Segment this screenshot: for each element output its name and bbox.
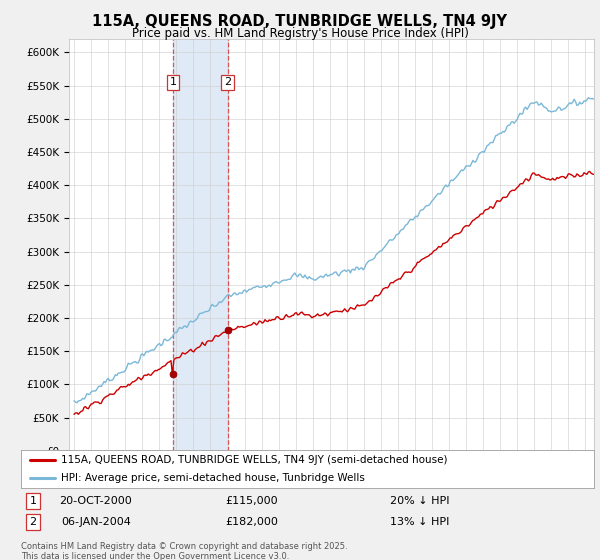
- Text: 1: 1: [29, 496, 37, 506]
- Text: Contains HM Land Registry data © Crown copyright and database right 2025.
This d: Contains HM Land Registry data © Crown c…: [21, 542, 347, 560]
- Text: £182,000: £182,000: [226, 517, 278, 527]
- Text: Price paid vs. HM Land Registry's House Price Index (HPI): Price paid vs. HM Land Registry's House …: [131, 27, 469, 40]
- Text: 20-OCT-2000: 20-OCT-2000: [59, 496, 133, 506]
- Text: 115A, QUEENS ROAD, TUNBRIDGE WELLS, TN4 9JY (semi-detached house): 115A, QUEENS ROAD, TUNBRIDGE WELLS, TN4 …: [61, 455, 448, 465]
- Text: 20% ↓ HPI: 20% ↓ HPI: [390, 496, 449, 506]
- Text: 115A, QUEENS ROAD, TUNBRIDGE WELLS, TN4 9JY: 115A, QUEENS ROAD, TUNBRIDGE WELLS, TN4 …: [92, 14, 508, 29]
- Text: 2: 2: [29, 517, 37, 527]
- Text: HPI: Average price, semi-detached house, Tunbridge Wells: HPI: Average price, semi-detached house,…: [61, 473, 365, 483]
- Text: 06-JAN-2004: 06-JAN-2004: [61, 517, 131, 527]
- Bar: [173, 39, 227, 451]
- Text: 13% ↓ HPI: 13% ↓ HPI: [390, 517, 449, 527]
- Text: 2: 2: [224, 77, 231, 87]
- Text: £115,000: £115,000: [226, 496, 278, 506]
- Text: 1: 1: [169, 77, 176, 87]
